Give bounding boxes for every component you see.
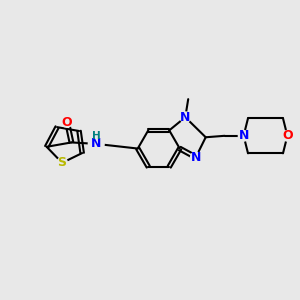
Circle shape xyxy=(238,130,249,141)
Circle shape xyxy=(180,112,190,122)
Circle shape xyxy=(282,130,292,141)
Text: O: O xyxy=(282,129,293,142)
Text: H: H xyxy=(92,131,100,141)
Circle shape xyxy=(190,152,201,163)
Text: O: O xyxy=(62,116,72,128)
Text: N: N xyxy=(190,151,201,164)
Text: N: N xyxy=(91,137,101,150)
Text: N: N xyxy=(238,129,249,142)
Circle shape xyxy=(57,158,68,168)
Text: S: S xyxy=(58,156,67,169)
Circle shape xyxy=(88,136,104,152)
Circle shape xyxy=(62,117,72,127)
Text: N: N xyxy=(180,111,190,124)
